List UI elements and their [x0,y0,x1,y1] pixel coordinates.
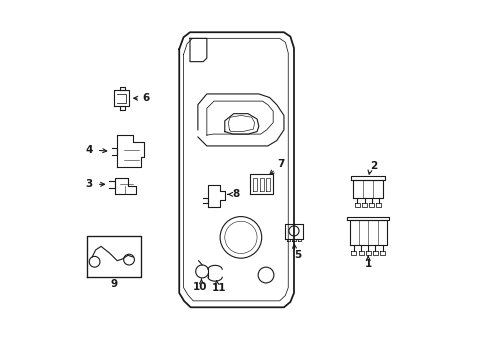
Text: 4: 4 [85,145,92,155]
Text: 3: 3 [85,179,92,189]
Polygon shape [117,135,144,167]
Text: 7: 7 [277,159,285,169]
Text: 11: 11 [211,283,225,293]
Text: 5: 5 [293,250,301,260]
Polygon shape [115,178,136,194]
Text: 1: 1 [364,259,371,269]
Text: 6: 6 [142,93,149,103]
Text: 2: 2 [369,161,376,171]
Text: 8: 8 [232,189,240,199]
Polygon shape [207,185,224,207]
Text: 10: 10 [192,282,207,292]
Text: 9: 9 [110,279,117,289]
